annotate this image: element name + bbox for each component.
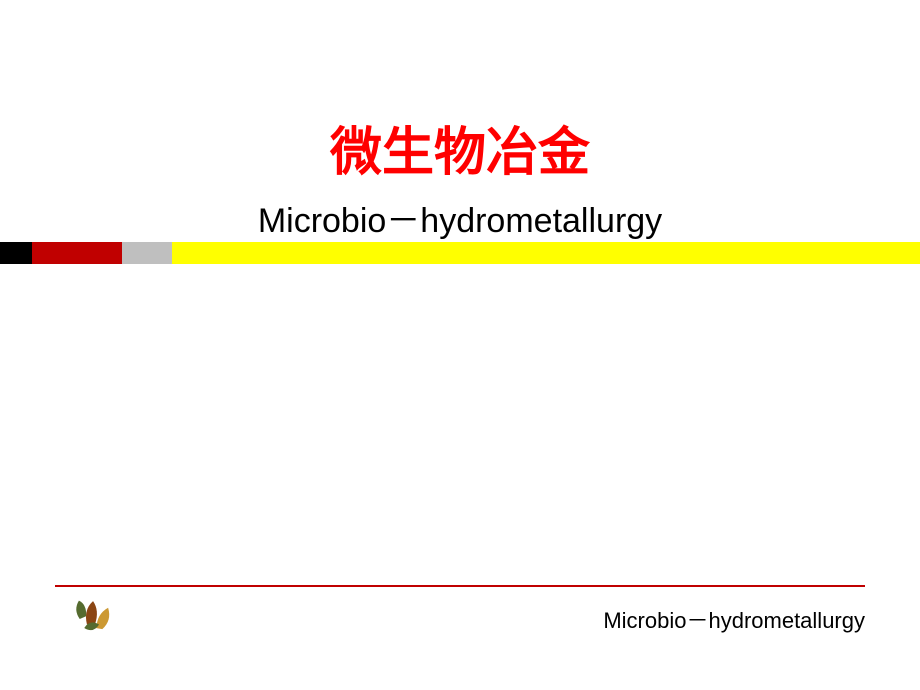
accent-bar-segment-2 — [122, 242, 172, 264]
leaf-path-4 — [84, 621, 99, 632]
leaf-icon — [65, 593, 118, 643]
accent-bar — [0, 242, 920, 264]
accent-bar-segment-1 — [32, 242, 122, 264]
leaf-path-3 — [96, 606, 111, 630]
footer-area: Microbio－hydrometallurgy — [0, 585, 920, 640]
footer-row: Microbio－hydrometallurgy — [0, 597, 920, 640]
footer-divider — [55, 585, 865, 587]
leaf-path-2 — [84, 600, 99, 626]
title-area: 微生物冶金 Microbio－hydrometallurgy — [0, 0, 920, 242]
footer-text: Microbio－hydrometallurgy — [603, 603, 865, 635]
accent-bar-segment-0 — [0, 242, 32, 264]
accent-bar-segment-3 — [172, 242, 920, 264]
subtitle: Microbio－hydrometallurgy — [0, 193, 920, 242]
main-title: 微生物冶金 — [0, 110, 920, 185]
